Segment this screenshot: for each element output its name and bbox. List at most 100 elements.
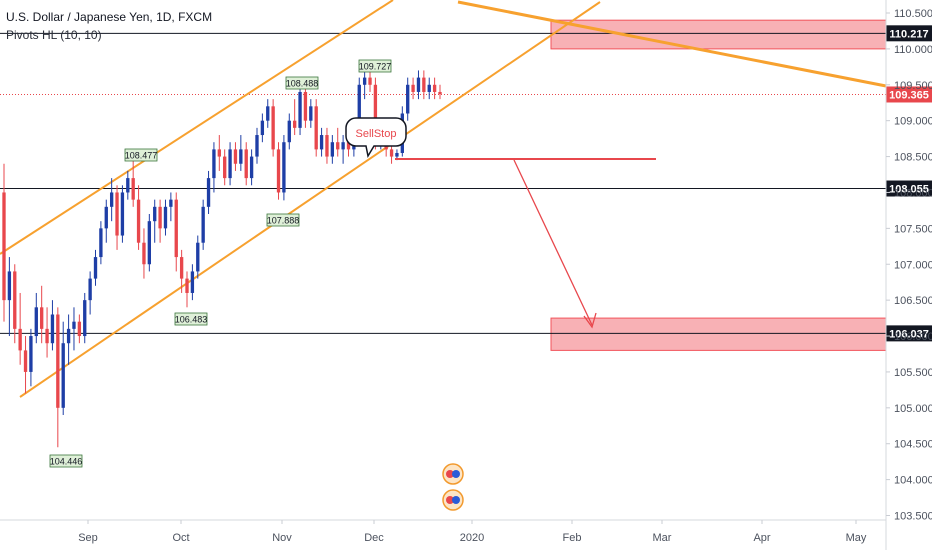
y-tick-label: 110.000 (894, 44, 932, 56)
y-tick-label: 106.500 (894, 295, 932, 307)
candle-body (336, 142, 340, 150)
candle-body (260, 120, 265, 136)
level-price-text: 106.037 (889, 328, 929, 340)
y-tick-label: 106.000 (894, 331, 932, 343)
candle-body (406, 84, 410, 114)
candle-body (83, 300, 87, 337)
candle-body (276, 149, 281, 193)
candle-body (217, 149, 221, 157)
candle-body (298, 91, 302, 128)
candle-body (233, 149, 238, 164)
pivot-label: 108.488 (286, 79, 319, 89)
channel-lower-line (19, 1, 601, 398)
target-arrow-line (513, 159, 593, 326)
candle-body (266, 106, 270, 121)
candle-body (120, 192, 125, 236)
pivot-label-box (285, 76, 319, 90)
level-price-text: 108.055 (889, 184, 929, 196)
candle-body (131, 178, 135, 200)
candle-body (66, 328, 71, 344)
pivot-label: 107.888 (267, 216, 300, 226)
flag-dot-icon (446, 470, 454, 478)
y-tick-label: 104.500 (894, 439, 932, 451)
candle-body (18, 328, 22, 351)
candle-body (362, 77, 367, 85)
candle-body (34, 307, 38, 337)
sellstop-label: SellStop (356, 128, 397, 140)
candle-body (174, 199, 178, 258)
candle-body (271, 106, 275, 150)
x-tick-label: Oct (172, 532, 189, 544)
candle-body (185, 278, 189, 293)
candle-body (346, 142, 351, 150)
candle-body (7, 271, 12, 301)
pivot-label-box (49, 454, 83, 468)
candle-body (330, 142, 335, 157)
x-tick-label: Nov (272, 532, 292, 544)
candle-body (325, 135, 329, 157)
x-tick-label: Mar (653, 532, 672, 544)
candle-body (142, 242, 146, 265)
candle-body (373, 84, 378, 143)
candle-body (72, 321, 76, 329)
candle-body (389, 149, 394, 157)
candle-body (29, 336, 33, 372)
candle-body (104, 206, 108, 229)
candle-body (45, 328, 49, 344)
x-tick-label: Sep (78, 532, 98, 544)
y-tick-label: 109.000 (894, 116, 932, 128)
candle-body (239, 149, 243, 164)
candle-body (109, 192, 114, 207)
candle-body (422, 77, 426, 92)
candle-body (88, 278, 92, 301)
supply-zone (550, 19, 887, 50)
candle-body (23, 350, 28, 372)
candle-body (93, 257, 98, 279)
target-zone (550, 317, 887, 351)
last-price-text: 109.365 (889, 89, 929, 101)
candle-body (303, 91, 308, 121)
x-tick-label: May (846, 532, 867, 544)
flag-dot-icon (452, 496, 460, 504)
y-tick-label: 109.500 (894, 80, 932, 92)
candle-body (206, 178, 211, 207)
indicator-label: Pivots HL (10, 10) (6, 28, 102, 42)
candle-body (50, 314, 55, 344)
candle-body (287, 120, 291, 143)
level-price-tag (886, 325, 932, 342)
x-tick-label: Dec (364, 532, 384, 544)
candle-body (163, 206, 168, 229)
candle-body (244, 149, 248, 179)
pivot-label: 106.483 (175, 315, 208, 325)
candle-body (432, 84, 437, 92)
candle-body (292, 120, 297, 128)
candle-body (179, 257, 184, 279)
candle-body (2, 192, 6, 301)
candle-body (314, 106, 318, 150)
y-tick-label: 104.000 (894, 475, 932, 487)
candle-body (223, 156, 227, 179)
candle-body (40, 307, 44, 329)
economic-events-icon (442, 463, 464, 511)
pivot-label: 109.727 (359, 62, 392, 72)
sellstop-callout (345, 117, 407, 159)
candle-body (61, 343, 65, 408)
y-tick-label: 103.500 (894, 511, 932, 523)
candle-body (357, 84, 361, 136)
candle-body (153, 206, 157, 222)
candle-body (56, 314, 60, 408)
y-tick-label: 105.500 (894, 367, 932, 379)
candle-body (99, 228, 103, 258)
chart-title: U.S. Dollar / Japanese Yen, 1D, FXCM (6, 10, 213, 24)
candle-body (282, 142, 286, 193)
candle-body (201, 206, 205, 243)
candle-body (77, 321, 82, 337)
chart-legend: U.S. Dollar / Japanese Yen, 1D, FXCM Piv… (6, 8, 212, 44)
flag-dot-icon (452, 470, 460, 478)
flag-dot-icon (446, 496, 454, 504)
level-price-tag (886, 25, 932, 42)
candle-body (169, 199, 173, 207)
candle-body (427, 84, 431, 92)
candle-body (228, 149, 232, 179)
